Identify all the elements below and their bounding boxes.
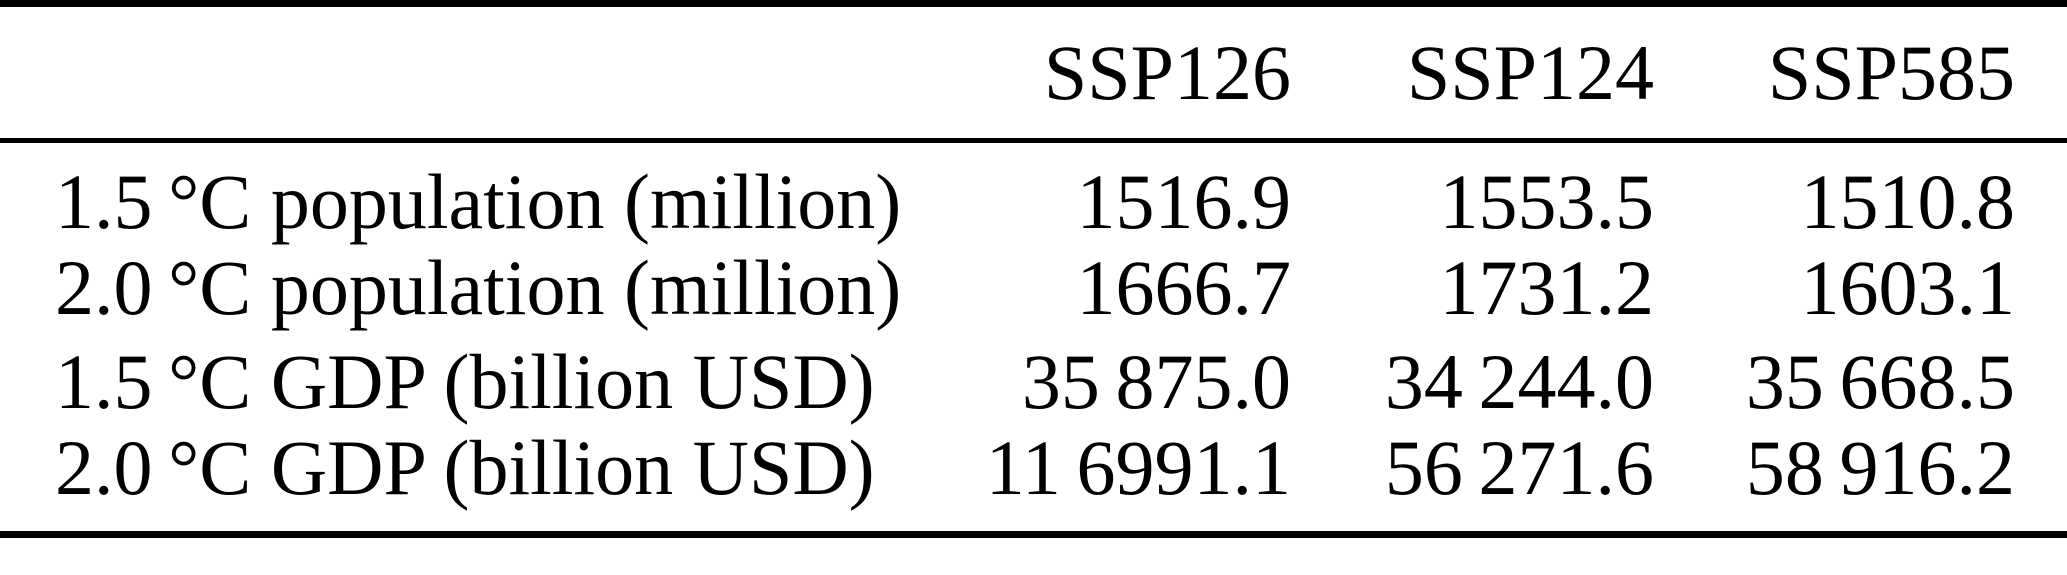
column-header-ssp126: SSP126 [1043,28,1291,116]
results-table: SSP126 SSP124 SSP585 1.5 °C population (… [0,0,2067,538]
row-label: 1.5 °C population (million) [55,158,902,245]
cell-value: 1666.7 [1076,244,1292,331]
cell-value: 34 244.0 [1384,338,1654,425]
column-header-empty [0,4,928,141]
cell-value: 11 6991.1 [985,424,1291,511]
row-label: 2.0 °C GDP (billion USD) [55,424,875,511]
cell-value: 1516.9 [1076,158,1292,245]
header-row: SSP126 SSP124 SSP585 [0,4,2067,141]
column-header-ssp124: SSP124 [1406,28,1654,116]
table-row: 1.5 °C GDP (billion USD) 35 875.0 34 244… [0,335,2067,429]
table-row: 2.0 °C GDP (billion USD) 11 6991.1 56 27… [0,429,2067,535]
cell-value: 1731.2 [1439,244,1655,331]
row-label: 2.0 °C population (million) [55,244,902,331]
table-body: 1.5 °C population (million) 1516.9 1553.… [0,141,2067,535]
cell-value: 1603.1 [1800,244,2016,331]
cell-value: 56 271.6 [1384,424,1654,511]
row-label: 1.5 °C GDP (billion USD) [55,338,875,425]
cell-value: 58 916.2 [1745,424,2015,511]
cell-value: 35 875.0 [1021,338,1291,425]
cell-value: 1553.5 [1439,158,1655,245]
cell-value: 35 668.5 [1745,338,2015,425]
cell-value: 1510.8 [1800,158,2016,245]
table-row: 2.0 °C population (million) 1666.7 1731.… [0,241,2067,335]
table-header: SSP126 SSP124 SSP585 [0,4,2067,141]
table-row: 1.5 °C population (million) 1516.9 1553.… [0,141,2067,242]
column-header-ssp585: SSP585 [1767,28,2015,116]
